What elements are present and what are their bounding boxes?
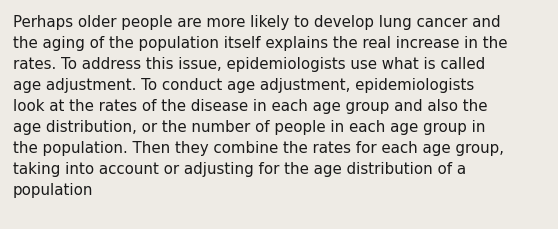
Text: age distribution, or the number of people in each age group in: age distribution, or the number of peopl…: [13, 120, 485, 134]
Text: age adjustment. To conduct age adjustment, epidemiologists: age adjustment. To conduct age adjustmen…: [13, 78, 474, 93]
Text: population: population: [13, 182, 94, 197]
Text: taking into account or adjusting for the age distribution of a: taking into account or adjusting for the…: [13, 161, 466, 176]
Text: the aging of the population itself explains the real increase in the: the aging of the population itself expla…: [13, 36, 507, 51]
Text: Perhaps older people are more likely to develop lung cancer and: Perhaps older people are more likely to …: [13, 15, 501, 30]
Text: rates. To address this issue, epidemiologists use what is called: rates. To address this issue, epidemiolo…: [13, 57, 485, 72]
Text: look at the rates of the disease in each age group and also the: look at the rates of the disease in each…: [13, 98, 488, 114]
Text: the population. Then they combine the rates for each age group,: the population. Then they combine the ra…: [13, 140, 504, 155]
